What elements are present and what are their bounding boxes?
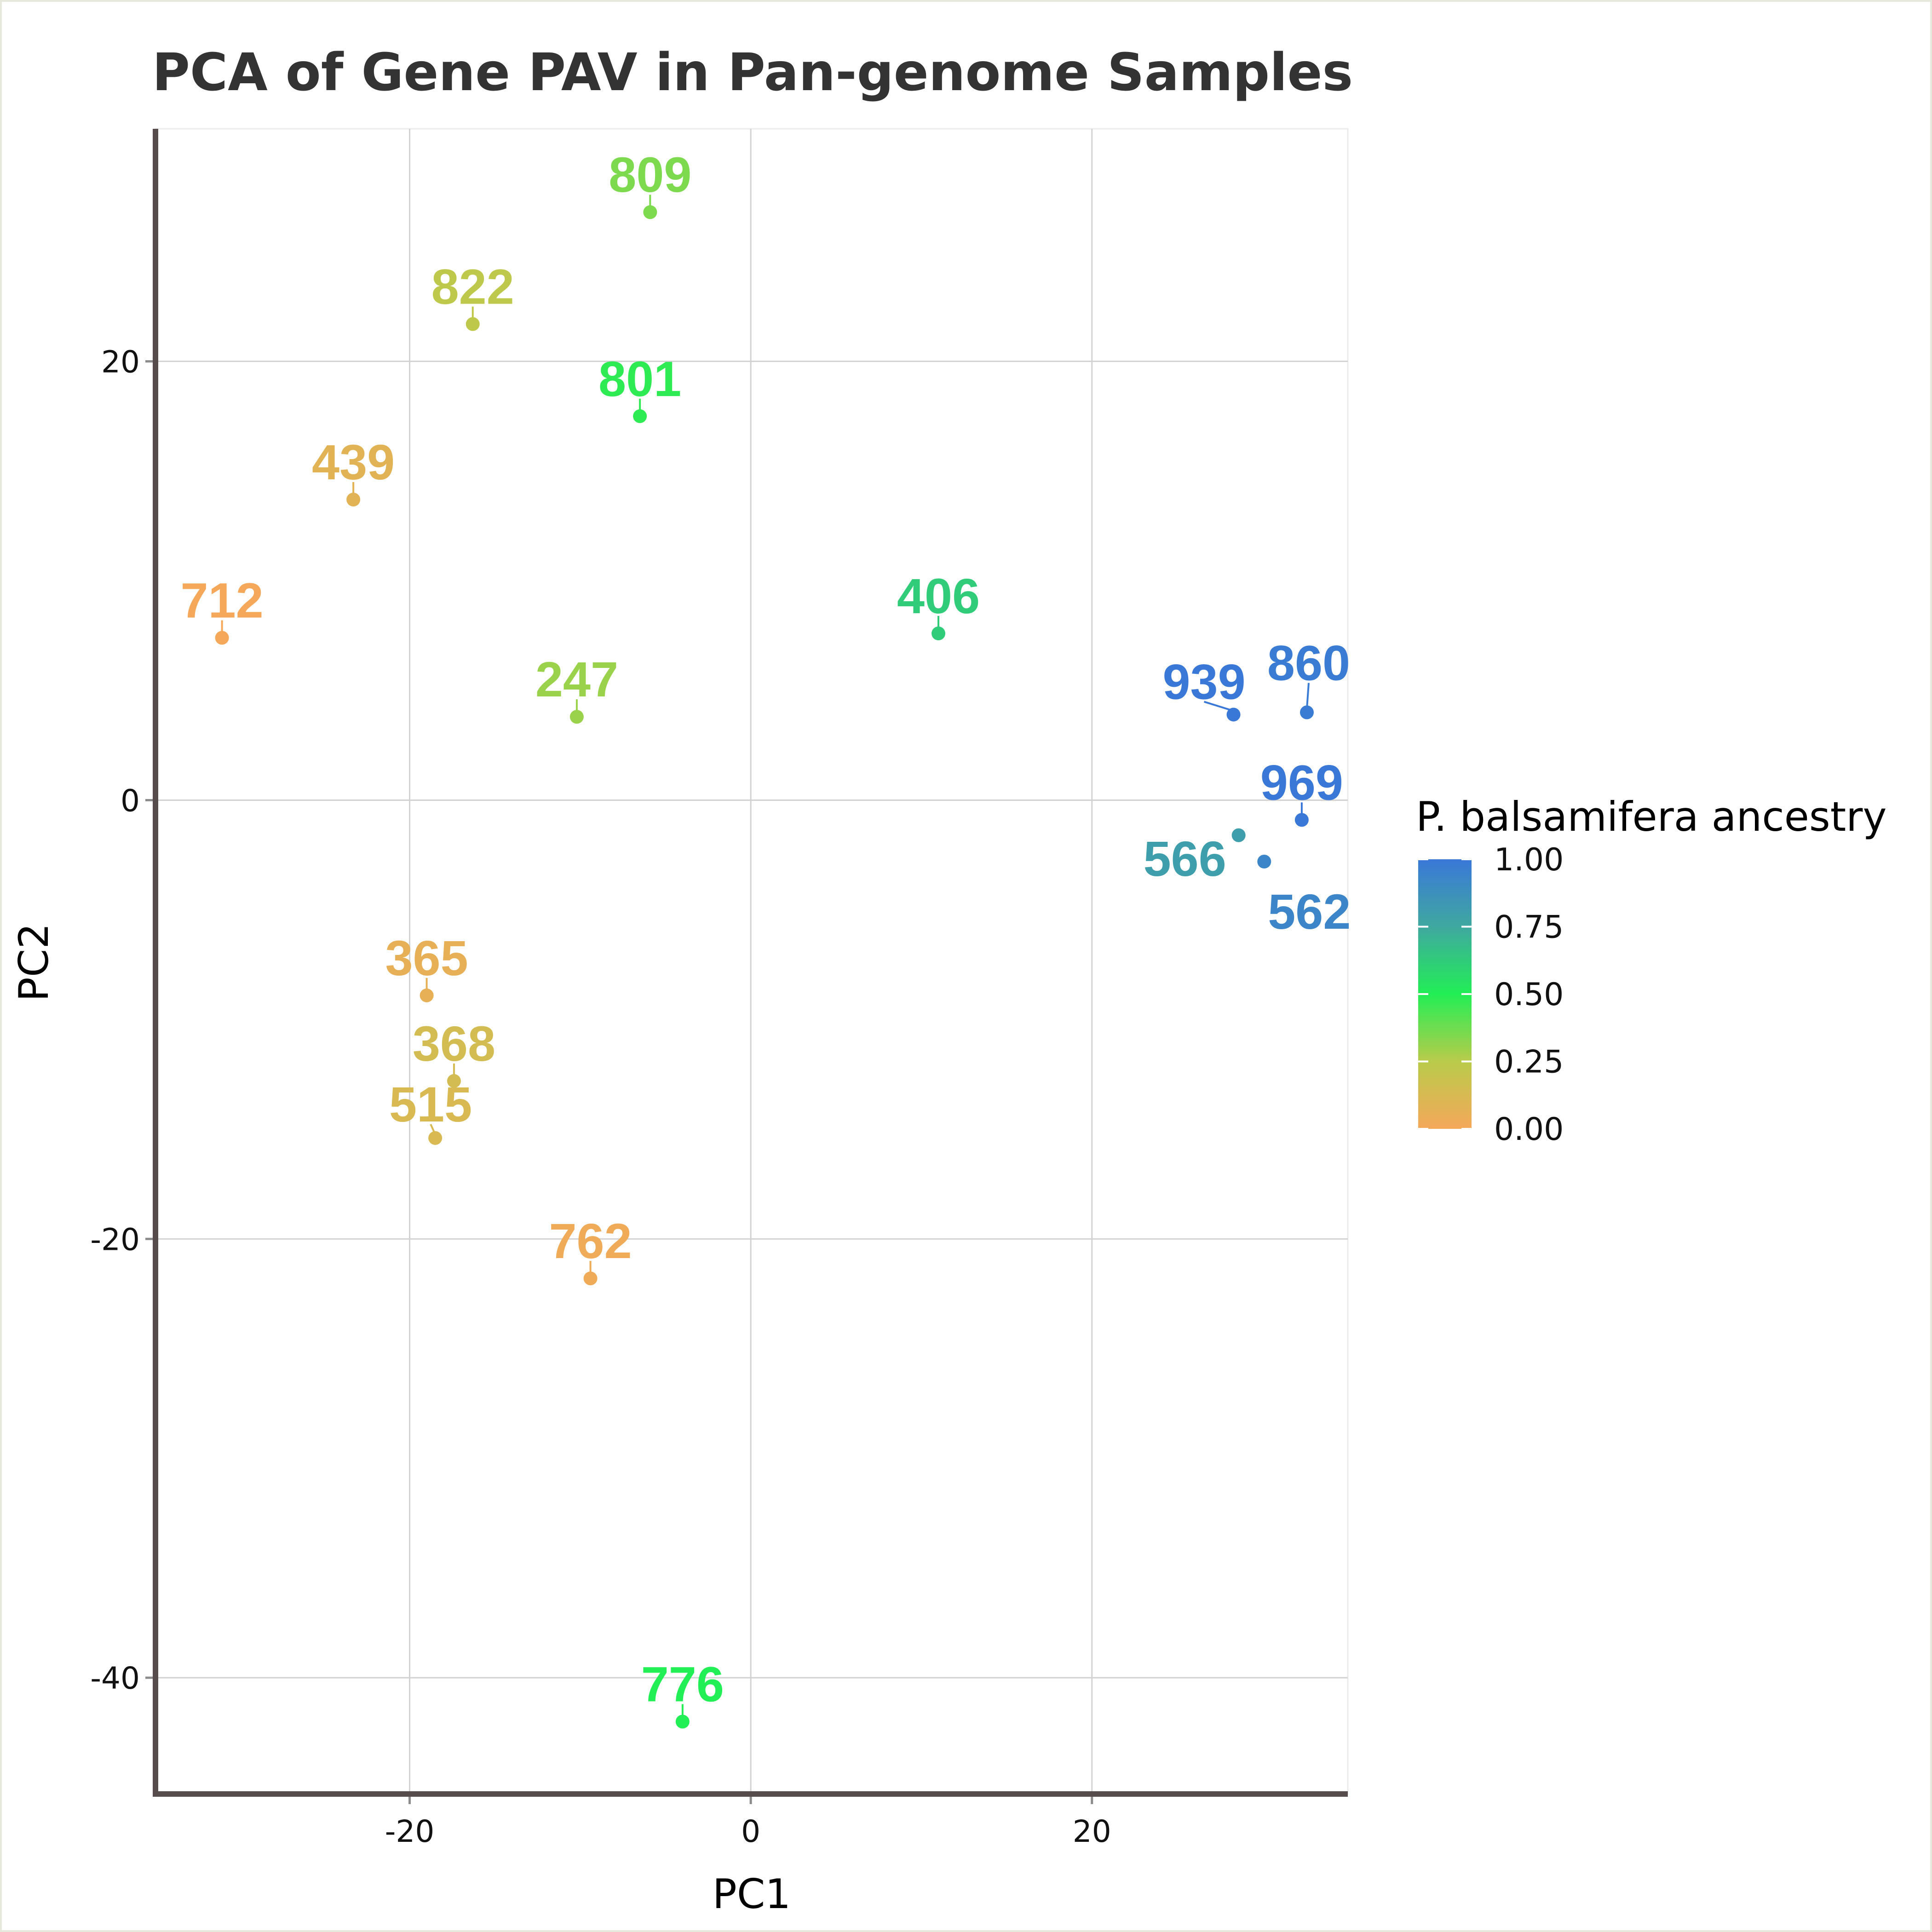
legend-tick-label: 0.00 bbox=[1494, 1111, 1564, 1148]
point-label: 809 bbox=[609, 147, 691, 202]
point-365: 365 bbox=[385, 930, 468, 1002]
point-809: 809 bbox=[609, 147, 691, 219]
point-label: 439 bbox=[312, 434, 395, 490]
chart-title: PCA of Gene PAV in Pan-genome Samples bbox=[152, 43, 1353, 103]
point-712: 712 bbox=[181, 573, 264, 645]
point-566: 566 bbox=[1144, 828, 1246, 886]
point-969: 969 bbox=[1260, 754, 1343, 827]
point-marker bbox=[1257, 854, 1271, 868]
x-tick-label: 0 bbox=[741, 1814, 760, 1849]
legend-tick-label: 1.00 bbox=[1494, 842, 1564, 878]
point-label: 776 bbox=[641, 1656, 724, 1712]
legend-title: P. balsamifera ancestry bbox=[1416, 793, 1887, 840]
point-marker bbox=[428, 1131, 443, 1145]
point-marker bbox=[675, 1714, 690, 1729]
point-marker bbox=[447, 1074, 461, 1088]
gridlines bbox=[155, 129, 1348, 1794]
point-247: 247 bbox=[535, 651, 618, 724]
x-tick-label: -20 bbox=[385, 1814, 435, 1849]
point-marker bbox=[420, 988, 434, 1002]
point-label: 860 bbox=[1267, 635, 1350, 691]
point-label: 562 bbox=[1268, 884, 1351, 939]
legend-tick-label: 0.75 bbox=[1494, 909, 1564, 946]
point-marker bbox=[215, 631, 229, 645]
point-860: 860 bbox=[1267, 635, 1350, 719]
point-label: 566 bbox=[1144, 831, 1226, 886]
legend-tick-label: 0.50 bbox=[1494, 977, 1564, 1013]
point-label: 368 bbox=[413, 1016, 495, 1071]
point-label: 365 bbox=[385, 930, 468, 986]
point-801: 801 bbox=[598, 351, 681, 423]
y-axis-title: PC2 bbox=[10, 923, 58, 1002]
legend-tick-label: 0.25 bbox=[1494, 1044, 1564, 1081]
point-marker bbox=[1294, 813, 1309, 827]
point-368: 368 bbox=[413, 1016, 495, 1088]
point-marker bbox=[1300, 705, 1314, 719]
point-label: 801 bbox=[598, 351, 681, 407]
y-tick-label: 20 bbox=[101, 345, 140, 380]
point-marker bbox=[932, 626, 946, 640]
point-marker bbox=[1226, 707, 1241, 722]
point-marker bbox=[466, 317, 480, 331]
point-label: 969 bbox=[1260, 754, 1343, 810]
plot-background bbox=[155, 128, 1349, 1795]
point-406: 406 bbox=[897, 568, 980, 640]
legend: P. balsamifera ancestry 1.00 0.75 0.50 0.25… bbox=[1416, 793, 1887, 1148]
label-leader bbox=[1203, 701, 1234, 712]
point-marker bbox=[1231, 828, 1246, 842]
legend-ticks: 1.00 0.75 0.50 0.25 0.00 bbox=[1418, 842, 1564, 1148]
point-439: 439 bbox=[312, 434, 395, 507]
y-tick-label: -40 bbox=[90, 1661, 140, 1696]
point-label: 515 bbox=[389, 1076, 472, 1132]
point-822: 822 bbox=[431, 259, 514, 331]
point-562: 562 bbox=[1257, 854, 1351, 939]
point-label: 939 bbox=[1162, 654, 1245, 709]
point-label: 406 bbox=[897, 568, 980, 624]
y-tick-label: -20 bbox=[90, 1222, 140, 1257]
point-marker bbox=[569, 710, 584, 724]
point-marker bbox=[643, 205, 657, 219]
point-label: 822 bbox=[431, 259, 514, 314]
point-label: 712 bbox=[181, 573, 264, 628]
x-tick-label: 20 bbox=[1073, 1814, 1111, 1849]
point-515: 515 bbox=[389, 1076, 472, 1145]
point-marker bbox=[583, 1271, 598, 1286]
axis-ticks: -20 0 20 -40 -20 0 20 bbox=[90, 345, 1111, 1849]
point-marker bbox=[633, 409, 647, 423]
point-label: 762 bbox=[549, 1213, 632, 1269]
point-marker bbox=[346, 493, 361, 507]
label-leader bbox=[1306, 683, 1310, 709]
x-axis-title: PC1 bbox=[713, 1870, 791, 1918]
y-tick-label: 0 bbox=[121, 783, 140, 818]
point-label: 247 bbox=[535, 651, 618, 707]
point-776: 776 bbox=[641, 1656, 724, 1729]
point-939: 939 bbox=[1162, 654, 1246, 722]
plot-panel: 809 822 801 439 712 406 247 939 860 969 566 562 365 3… bbox=[153, 128, 1351, 1797]
data-points: 809 822 801 439 712 406 247 939 860 969 566 562 365 3… bbox=[181, 147, 1351, 1729]
point-762: 762 bbox=[549, 1213, 632, 1286]
